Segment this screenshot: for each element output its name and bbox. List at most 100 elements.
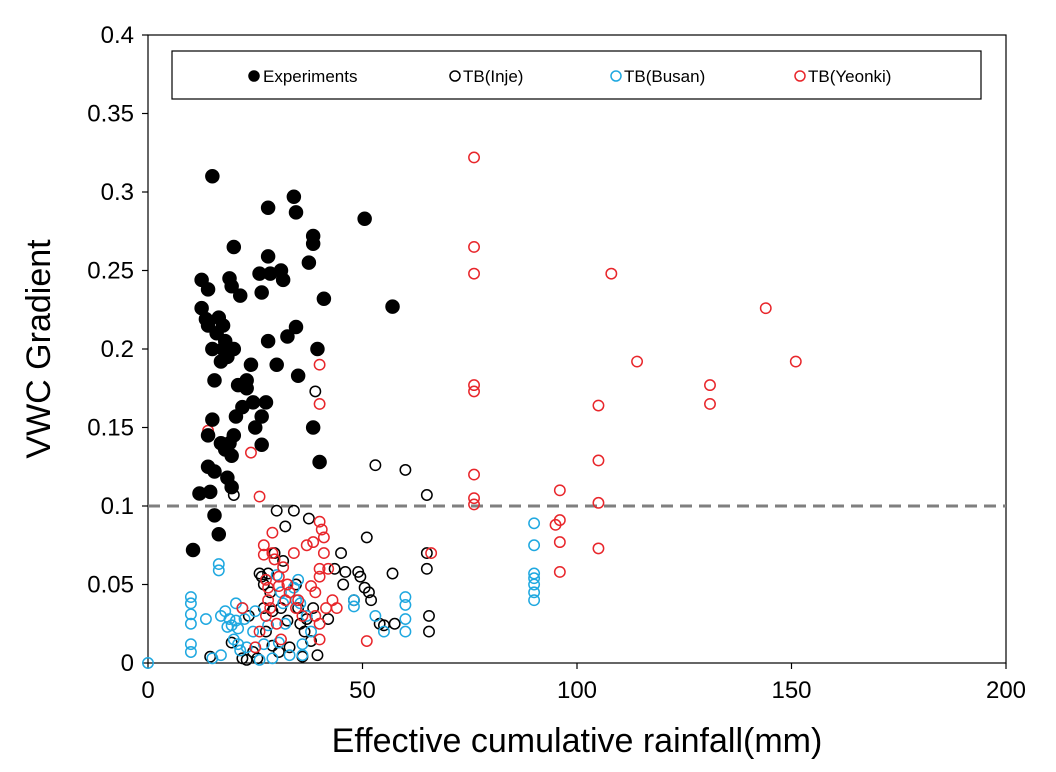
y-axis: 0 0.05 0.1 0.15 0.2 0.25 0.3 0.35 0.4 xyxy=(87,22,148,677)
point-tb-yeonki xyxy=(292,594,305,607)
point-tb-yeonki xyxy=(283,586,296,599)
point-tb-yeonki xyxy=(305,580,317,593)
point-tb-yeonki xyxy=(236,602,249,614)
point-tb-busan xyxy=(305,625,317,638)
point-tb-busan xyxy=(234,644,247,657)
point-tb-busan xyxy=(399,613,412,625)
point-tb-inje xyxy=(328,562,341,575)
point-tb-inje xyxy=(420,489,433,501)
legend-label-experiments: Experiments xyxy=(263,67,357,86)
point-experiments xyxy=(260,249,276,264)
point-tb-inje xyxy=(266,639,279,652)
point-experiments xyxy=(205,169,220,184)
point-experiments xyxy=(312,454,327,470)
point-tb-busan xyxy=(347,594,360,607)
point-tb-busan xyxy=(249,605,262,618)
point-tb-busan xyxy=(528,572,541,585)
point-experiments xyxy=(207,508,222,523)
y-tick-label: 0.2 xyxy=(101,336,134,363)
point-tb-yeonki xyxy=(315,523,328,536)
legend-marker-tb-yeonki xyxy=(794,70,806,82)
point-tb-yeonki xyxy=(330,602,343,614)
point-tb-busan xyxy=(238,613,251,625)
y-tick-label: 0.1 xyxy=(101,493,134,520)
point-tb-yeonki xyxy=(257,539,270,552)
point-experiments xyxy=(305,420,321,435)
point-tb-yeonki xyxy=(290,602,302,614)
point-tb-busan xyxy=(253,653,266,666)
point-tb-yeonki xyxy=(309,586,322,599)
point-tb-yeonki xyxy=(468,492,480,505)
point-tb-yeonki xyxy=(266,547,279,560)
point-tb-yeonki xyxy=(313,515,326,528)
point-tb-yeonki xyxy=(468,385,480,398)
point-tb-inje xyxy=(420,562,433,575)
point-tb-yeonki xyxy=(287,547,300,560)
point-tb-busan xyxy=(184,638,197,651)
point-tb-busan xyxy=(292,573,305,586)
point-tb-busan xyxy=(223,613,236,625)
point-tb-yeonki xyxy=(264,602,277,614)
point-tb-busan xyxy=(272,636,285,649)
point-tb-busan xyxy=(279,617,292,630)
point-tb-inje xyxy=(281,614,294,627)
point-tb-busan xyxy=(212,564,225,577)
point-tb-inje xyxy=(287,504,300,517)
point-tb-yeonki xyxy=(277,561,290,574)
x-axis-title: Effective cumulative rainfall(mm) xyxy=(332,722,823,760)
point-experiments xyxy=(357,211,372,226)
point-tb-inje xyxy=(354,570,367,583)
point-tb-yeonki xyxy=(313,358,326,371)
point-experiments xyxy=(200,282,216,297)
legend-label-tb-yeonki: TB(Yeonki) xyxy=(808,67,891,86)
point-tb-inje xyxy=(420,547,433,560)
point-tb-yeonki xyxy=(605,267,618,280)
point-tb-busan xyxy=(347,600,360,613)
point-experiments xyxy=(243,357,259,372)
point-tb-yeonki xyxy=(360,635,373,647)
point-tb-yeonki xyxy=(468,468,480,481)
legend-marker-tb-busan xyxy=(610,70,622,82)
point-experiments xyxy=(385,299,400,314)
point-tb-yeonki xyxy=(313,633,326,646)
point-experiments xyxy=(254,437,269,453)
point-tb-yeonki xyxy=(592,399,605,412)
point-tb-yeonki xyxy=(296,609,309,622)
point-tb-busan xyxy=(184,646,197,658)
point-experiments xyxy=(258,395,274,410)
point-tb-inje xyxy=(399,463,412,476)
point-experiments xyxy=(245,395,261,410)
point-tb-inje xyxy=(283,641,296,654)
point-tb-yeonki xyxy=(272,580,285,593)
point-experiments xyxy=(275,272,291,288)
y-tick-label: 0.4 xyxy=(101,22,134,49)
point-tb-inje xyxy=(369,459,382,472)
point-tb-yeonki xyxy=(249,641,262,654)
point-tb-inje xyxy=(339,565,352,578)
legend-label-tb-busan: TB(Busan) xyxy=(624,67,705,86)
plot-area xyxy=(147,34,1007,664)
point-tb-busan xyxy=(528,517,541,530)
point-experiments xyxy=(211,527,227,542)
point-tb-busan xyxy=(247,625,260,638)
point-tb-yeonki xyxy=(468,151,480,164)
point-tb-inje xyxy=(298,625,311,638)
point-tb-yeonki xyxy=(468,379,480,392)
point-tb-busan xyxy=(142,657,154,669)
point-tb-yeonki xyxy=(253,625,266,638)
point-experiments xyxy=(280,329,295,344)
point-experiments xyxy=(301,255,317,270)
point-tb-busan xyxy=(283,649,296,662)
point-tb-inje xyxy=(279,520,292,533)
point-tb-inje xyxy=(272,646,285,658)
point-tb-yeonki xyxy=(300,539,313,552)
point-tb-yeonki xyxy=(268,553,281,566)
point-tb-inje xyxy=(365,594,378,607)
point-tb-yeonki xyxy=(317,547,330,560)
y-axis-title: VWC Gradient xyxy=(20,239,58,459)
point-tb-yeonki xyxy=(553,514,566,527)
y-tick-label: 0.05 xyxy=(87,572,134,599)
point-tb-busan xyxy=(369,609,382,622)
point-tb-busan xyxy=(528,586,541,599)
